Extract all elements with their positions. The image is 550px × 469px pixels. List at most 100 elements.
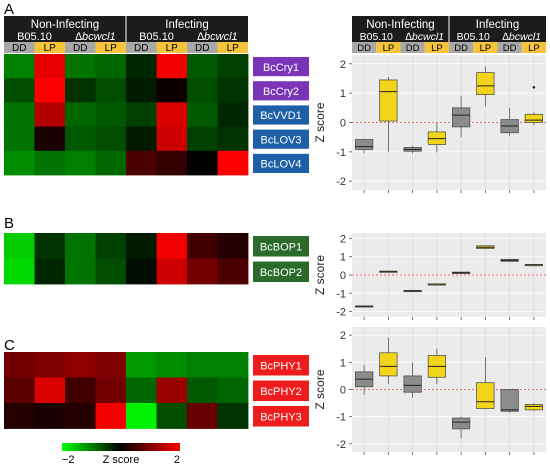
heatmap-cell [4,54,35,79]
light-cell [521,42,546,53]
light-label: LP [105,43,118,54]
light-cell [217,42,248,53]
gene-label-box [253,355,309,376]
y-tick-label: 2 [340,59,346,71]
heatmap-cell [187,352,218,378]
light-label: DD [12,43,26,54]
heatmap-cell [34,233,66,259]
group-label: Non-Infecting [31,19,99,31]
strain-label: ∆bcwcl1 [197,31,237,43]
heatmap-cell [156,352,188,378]
heatmap-cell [4,78,35,103]
heatmap-cell [126,258,157,285]
box [524,113,543,123]
light-cell [352,42,377,53]
strain-label: B05.10 [360,31,393,43]
heatmap-cell [65,102,96,127]
light-cell [449,42,474,53]
color-legend-title: Z score [103,454,140,466]
heatmap-cell [187,78,218,103]
gene-label: BcVVD1 [260,110,302,122]
gene-label-box [253,261,309,282]
heatmap-cell [187,377,218,404]
heatmap-cell [4,126,35,152]
heatmap-cell [126,403,157,429]
heatmap-cell [65,78,96,103]
heatmap-cell [34,78,66,103]
heatmap-cell [156,54,188,79]
y-tick-label: 2 [340,330,346,342]
y-tick-label: 0 [340,385,346,397]
heatmap-cell [156,126,188,152]
light-label: LP [528,43,540,54]
box [355,139,374,150]
y-tick-label: 0 [340,270,346,282]
light-label: LP [383,43,395,54]
heatmaps [4,54,249,429]
heatmap-cell [126,150,157,176]
heatmap-cell [95,258,127,285]
heatmap-cell [187,126,218,152]
heatmap-cell [217,233,249,259]
light-cell [497,42,522,53]
box [476,382,495,409]
gene-label: BcCry2 [263,86,299,98]
gene-labels: BcCry1 BcCry2 BcVVD1 BcLOV3 BcLOV4 BcBOP1 BcBO… [253,57,309,427]
heatmap-cell [217,377,249,404]
heatmap-cell [95,150,127,176]
group-label: Non-Infecting [366,19,434,31]
light-label: LP [431,43,443,54]
heatmap-cell [187,258,218,285]
heatmap-cell [65,54,96,79]
heatmap-cell [65,150,96,176]
heatmap-cell [217,54,249,79]
light-label: LP [227,43,240,54]
light-label: LP [44,43,57,54]
panel-label-c: C [4,337,15,354]
y-tick-label: 1 [340,357,346,369]
gene-label-box [253,105,309,125]
heatmap-cell [34,54,66,79]
light-cell [156,42,187,53]
heatmap-cell [4,233,35,259]
heatmap-cell [34,258,66,285]
heatmap-cell [65,258,96,285]
y-tick-label: -2 [336,307,346,319]
strain-label: ∆bcwcl1 [75,31,115,43]
heatmap-cell [65,126,96,152]
gene-label: BcLOV3 [261,134,302,146]
y-tick-label: -1 [336,147,346,159]
box [524,404,543,411]
light-label: DD [195,43,209,54]
strain-label: B05.10 [139,31,174,43]
heatmap-cell [95,403,127,429]
heatmap-cell [4,102,35,127]
y-axis-title: Z score [313,255,327,295]
heatmap-cell [217,352,249,378]
light-label: DD [454,43,468,54]
light-label: DD [134,43,148,54]
heatmap-cell [217,403,249,429]
gene-label-box [253,129,309,149]
y-tick-label: -2 [336,439,346,451]
heatmap-cell [34,352,66,378]
heatmap-cell [187,54,218,79]
heatmap-cell [126,233,157,259]
light-label: LP [480,43,492,54]
heatmap-cell [34,126,66,152]
color-legend-bar [62,443,180,451]
heatmap-cell [95,352,127,378]
gene-label-box [253,57,309,77]
group-label: Infecting [165,19,208,31]
heatmap-cell [217,78,249,103]
light-cell [376,42,401,53]
heatmap-cell [156,233,188,259]
heatmap-cell [95,78,127,103]
light-cell [126,42,157,53]
color-legend-min: −2 [62,454,75,466]
light-label: DD [406,43,420,54]
heatmap-cell [65,233,96,259]
y-tick-label: 1 [340,88,346,100]
strain-label: ∆bcwcl1 [502,31,541,43]
